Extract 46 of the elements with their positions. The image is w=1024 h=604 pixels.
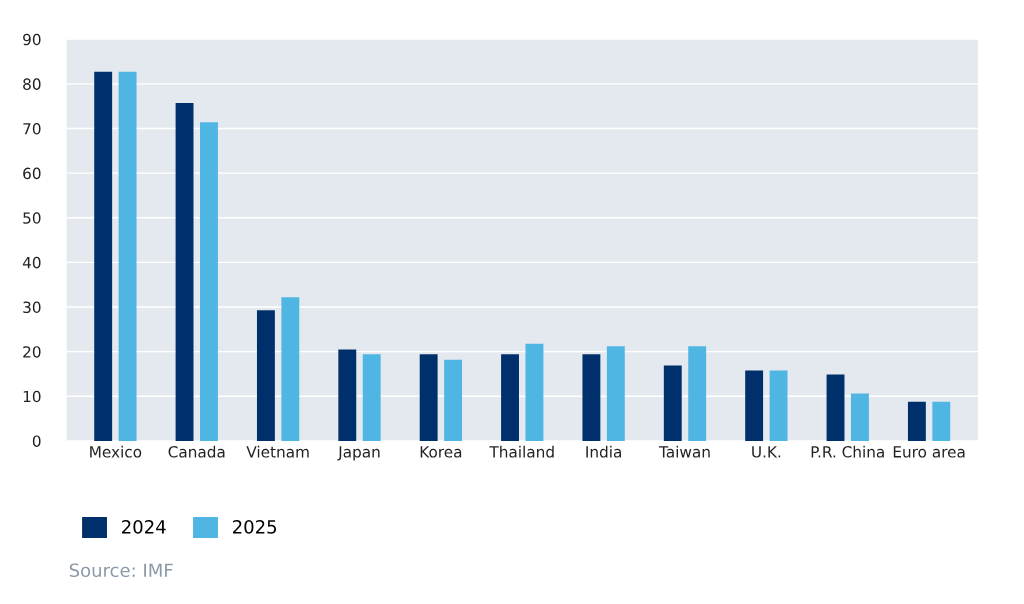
bar — [94, 71, 113, 441]
bar — [769, 370, 788, 441]
bar — [850, 393, 869, 441]
bar — [606, 346, 625, 441]
bar — [745, 370, 764, 441]
bar — [501, 354, 519, 441]
bar — [663, 365, 682, 441]
x-tick-label: Vietnam — [246, 445, 309, 458]
y-tick-label: 20 — [23, 346, 41, 358]
legend-label: 2025 — [233, 520, 277, 534]
bar — [525, 343, 544, 441]
bar — [688, 346, 707, 441]
y-tick-label: 80 — [23, 78, 41, 90]
x-tick-label: India — [586, 445, 621, 458]
bar — [362, 354, 381, 441]
bar — [338, 349, 357, 441]
bar — [118, 71, 137, 441]
y-tick-label: 10 — [23, 390, 41, 403]
bar — [444, 359, 463, 441]
x-tick-label: Euro area — [893, 446, 965, 458]
legend-label: 2024 — [122, 520, 166, 534]
y-tick-label: 40 — [22, 256, 41, 269]
bar — [200, 122, 218, 441]
bar — [907, 401, 926, 441]
y-tick-label: 70 — [23, 122, 41, 135]
x-tick-label: Korea — [420, 446, 462, 458]
bar — [175, 103, 194, 441]
x-tick-label: Thailand — [489, 445, 554, 458]
x-tick-label: Japan — [337, 446, 380, 461]
bar — [826, 374, 845, 441]
y-tick-label: 50 — [23, 212, 41, 224]
bar — [932, 401, 951, 441]
x-tick-label: P.R. China — [811, 445, 884, 458]
bar — [582, 354, 601, 441]
bar — [281, 297, 300, 441]
y-tick-label: 0 — [32, 435, 41, 447]
x-tick-label: Taiwan — [658, 445, 710, 458]
x-tick-label: U.K. — [752, 446, 781, 458]
y-tick-label: 90 — [23, 33, 41, 46]
source-note: Source: IMF — [69, 563, 173, 578]
bar — [419, 354, 438, 441]
x-tick-label: Canada — [168, 445, 225, 458]
bar — [256, 310, 275, 441]
y-tick-label: 30 — [23, 301, 41, 314]
x-tick-label: Mexico — [90, 445, 142, 458]
y-tick-label: 60 — [23, 167, 41, 180]
